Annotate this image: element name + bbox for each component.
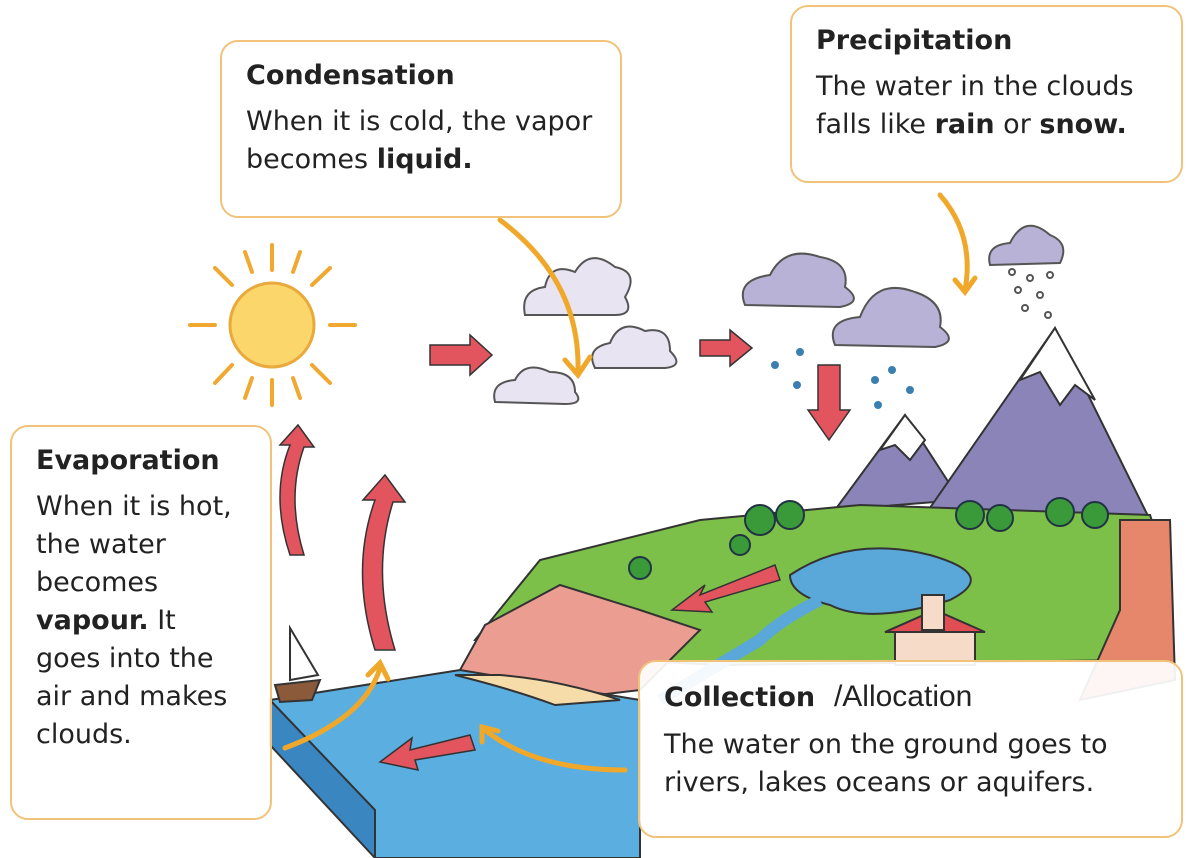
emphasis: liquid. — [377, 144, 473, 175]
title-text: Precipitation — [816, 25, 1012, 56]
box-body: The water in the clouds falls like rain … — [816, 68, 1157, 144]
emphasis: snow. — [1039, 109, 1126, 140]
sea — [270, 670, 640, 858]
box-body: When it is cold, the vapor becomes liqui… — [246, 103, 596, 179]
box-title: Precipitation — [816, 25, 1157, 56]
rain-drops — [771, 348, 914, 409]
box-title: Evaporation — [36, 445, 246, 476]
precipitation-box: Precipitation The water in the clouds fal… — [790, 5, 1183, 183]
mountains — [835, 328, 1150, 520]
body-text: The water on the ground goes to rivers, … — [664, 729, 1108, 798]
title-note: /Allocation — [834, 680, 972, 713]
condensation-box: Condensation When it is cold, the vapor b… — [220, 40, 622, 218]
boat — [275, 628, 320, 702]
emphasis: vapour. — [36, 605, 149, 636]
title-text: Collection — [664, 682, 815, 713]
title-text: Evaporation — [36, 445, 220, 476]
body-text: or — [995, 109, 1040, 140]
clouds — [494, 226, 1063, 404]
collection-box: Collection /Allocation The water on the g… — [638, 660, 1183, 838]
box-body: When it is hot, the water becomes vapour… — [36, 488, 246, 754]
box-title: Collection /Allocation — [664, 680, 1157, 714]
box-title: Condensation — [246, 60, 596, 91]
box-body: The water on the ground goes to rivers, … — [664, 726, 1157, 802]
title-text: Condensation — [246, 60, 455, 91]
snow — [1009, 269, 1053, 318]
water-cycle-diagram: Condensation When it is cold, the vapor b… — [0, 0, 1189, 858]
emphasis: rain — [935, 109, 995, 140]
evaporation-box: Evaporation When it is hot, the water bec… — [10, 425, 272, 820]
body-text: When it is hot, the water becomes — [36, 491, 232, 598]
sun — [190, 245, 355, 405]
